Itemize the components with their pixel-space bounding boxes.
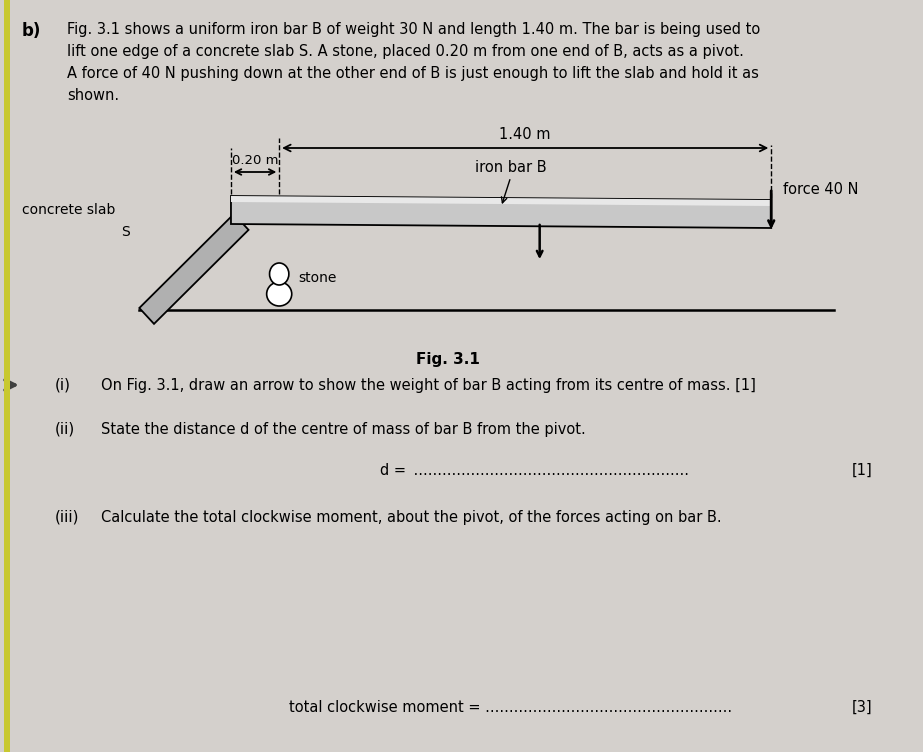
Text: concrete slab: concrete slab	[22, 203, 115, 217]
Text: Calculate the total clockwise moment, about the pivot, of the forces acting on b: Calculate the total clockwise moment, ab…	[101, 510, 722, 525]
Text: d =  ..........................................................: d = ....................................…	[380, 463, 689, 478]
Text: stone: stone	[298, 271, 337, 285]
Polygon shape	[231, 196, 772, 228]
Text: State the distance d of the centre of mass of bar B from the pivot.: State the distance d of the centre of ma…	[101, 422, 585, 437]
Text: On Fig. 3.1, draw an arrow to show the weight of bar B acting from its centre of: On Fig. 3.1, draw an arrow to show the w…	[101, 378, 756, 393]
Text: shown.: shown.	[67, 88, 119, 103]
Ellipse shape	[270, 263, 289, 285]
Text: [1]: [1]	[852, 463, 872, 478]
Text: [3]: [3]	[852, 700, 872, 715]
Polygon shape	[231, 196, 772, 206]
Text: (ii): (ii)	[54, 422, 75, 437]
Text: lift one edge of a concrete slab S. A stone, placed 0.20 m from one end of B, ac: lift one edge of a concrete slab S. A st…	[67, 44, 744, 59]
Ellipse shape	[267, 282, 292, 306]
Text: b): b)	[21, 22, 41, 40]
Text: Fig. 3.1 shows a uniform iron bar B of weight 30 N and length 1.40 m. The bar is: Fig. 3.1 shows a uniform iron bar B of w…	[67, 22, 761, 37]
Text: 1.40 m: 1.40 m	[499, 127, 551, 142]
Text: 0.20 m: 0.20 m	[232, 154, 279, 167]
Text: total clockwise moment = ....................................................: total clockwise moment = ...............…	[289, 700, 732, 715]
Text: Fig. 3.1: Fig. 3.1	[416, 352, 480, 367]
Text: force 40 N: force 40 N	[783, 183, 858, 198]
Text: A force of 40 N pushing down at the other end of B is just enough to lift the sl: A force of 40 N pushing down at the othe…	[67, 66, 759, 81]
Text: (i): (i)	[54, 378, 70, 393]
Bar	[5, 0, 10, 752]
Text: iron bar B: iron bar B	[475, 160, 546, 175]
Text: S: S	[121, 225, 129, 239]
Text: (iii): (iii)	[54, 510, 78, 525]
Polygon shape	[139, 214, 248, 324]
